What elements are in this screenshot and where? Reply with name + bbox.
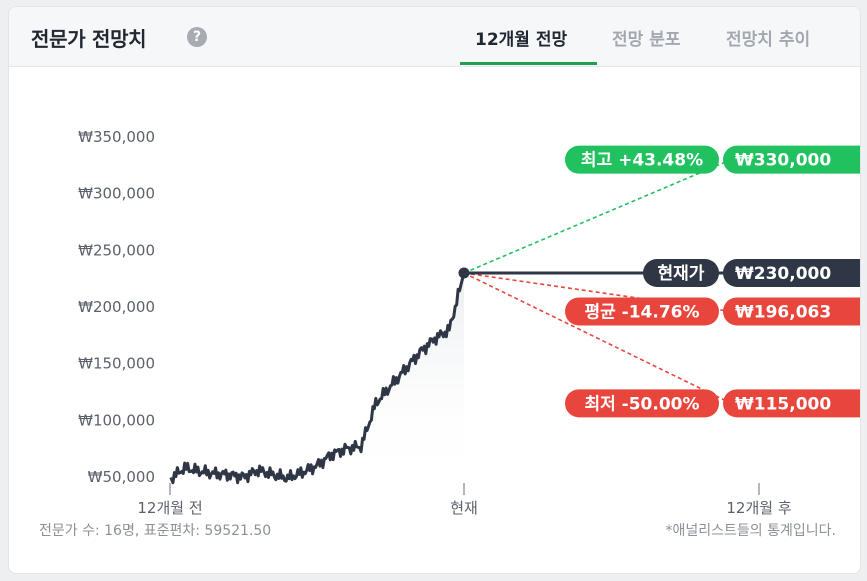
target-최저-pct-label-bg: [565, 389, 719, 418]
y-tick-label: ₩250,000: [78, 241, 155, 259]
x-tick-label: 12개월 후: [726, 499, 791, 517]
x-tick-label: 12개월 전: [137, 499, 202, 517]
analyst-stats-text: 전문가 수: 16명, 표준편차: 59521.50: [39, 523, 272, 539]
x-tick-label: 현재: [450, 499, 478, 517]
card-title: 전문가 전망치: [31, 27, 147, 51]
target-최저-line: [463, 272, 732, 405]
target-평균-pct-label: 평균 -14.76%: [584, 302, 699, 322]
y-tick-label: ₩300,000: [78, 185, 155, 203]
target-최고-line: [463, 158, 732, 274]
current-price-value-label-bg: [723, 259, 860, 287]
tab-12-month-forecast[interactable]: 12개월 전망: [475, 30, 568, 50]
price-history-line: [169, 272, 466, 485]
card-header: 전문가 전망치 ? 12개월 전망 전망 분포 전망치 추이: [9, 7, 860, 67]
question-mark-icon[interactable]: ?: [187, 27, 207, 47]
current-price-value-label: ₩230,000: [735, 264, 831, 284]
y-tick-label: ₩150,000: [78, 355, 155, 373]
target-최고-value-label-bg: [723, 145, 860, 174]
y-tick-label: ₩100,000: [78, 411, 155, 429]
tab-forecast-trend[interactable]: 전망치 추이: [726, 30, 811, 50]
active-tab-indicator: [460, 62, 597, 65]
target-최고-pct-label-bg: [565, 145, 719, 174]
current-price-label-bg: [643, 259, 719, 287]
current-price-dot: [458, 267, 470, 279]
target-평균-value-label: ₩196,063: [735, 302, 831, 322]
target-최저-pct-label: 최저 -50.00%: [584, 394, 699, 414]
y-tick-label: ₩350,000: [78, 128, 155, 146]
price-area-fill: [170, 273, 464, 483]
y-tick-label: ₩200,000: [78, 298, 155, 316]
current-price-label: 현재가: [658, 264, 705, 284]
forecast-chart: ₩350,000 ₩300,000 ₩250,000 ₩200,000 ₩150,000…: [78, 128, 860, 517]
target-최고-pct-label: 최고 +43.48%: [581, 151, 703, 171]
target-최저-value-label: ₩115,000: [735, 394, 831, 414]
analyst-note-text: *애널리스트들의 통계입니다.: [665, 523, 836, 539]
target-최고-value-label: ₩330,000: [735, 151, 831, 171]
target-최저-value-label-bg: [723, 389, 860, 418]
analyst-forecast-card: 전문가 전망치 ? 12개월 전망 전망 분포 전망치 추이 ₩350,000 ₩…: [8, 6, 861, 574]
target-평균-pct-label-bg: [565, 297, 719, 326]
tab-forecast-distribution[interactable]: 전망 분포: [612, 30, 681, 50]
y-tick-label: ₩50,000: [88, 468, 155, 486]
target-평균-value-label-bg: [723, 297, 860, 326]
